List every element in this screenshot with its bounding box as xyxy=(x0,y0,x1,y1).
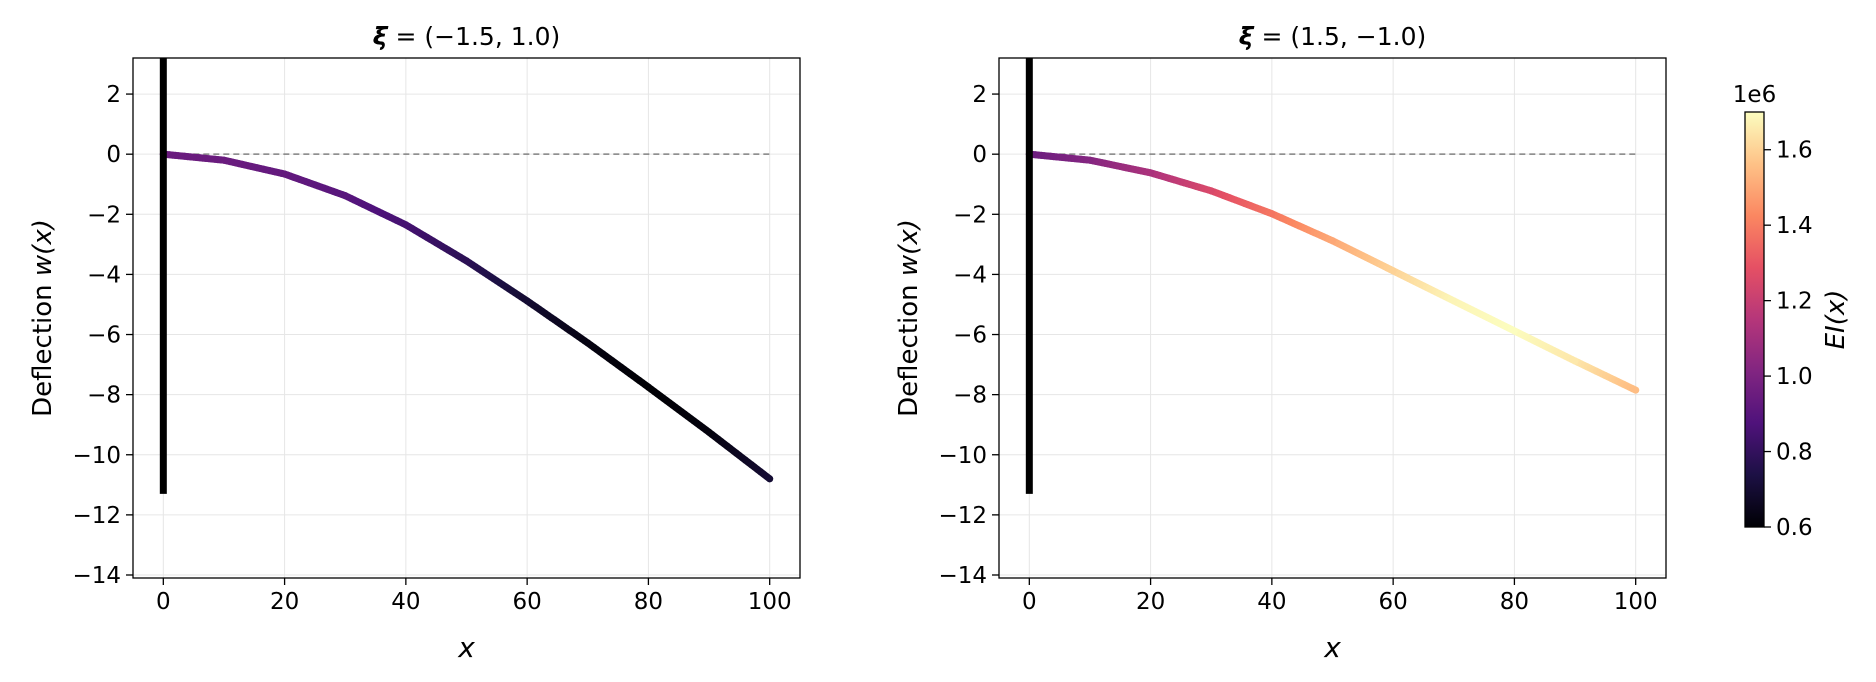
y-tick-label: −2 xyxy=(953,202,987,228)
data-point xyxy=(1632,386,1640,394)
data-point xyxy=(584,339,592,347)
data-point xyxy=(1571,357,1579,365)
y-tick-label: −4 xyxy=(953,262,987,288)
y-tick-label: −6 xyxy=(953,323,987,349)
data-point xyxy=(463,257,470,265)
data-point xyxy=(644,383,652,391)
y-tick-label: −14 xyxy=(938,563,987,589)
data-point xyxy=(523,297,531,305)
plot-area xyxy=(159,58,774,494)
x-axis-label: x xyxy=(457,631,475,664)
chart-title: ξ = (−1.5, 1.0) xyxy=(373,22,561,51)
chart-title: ξ = (1.5, −1.0) xyxy=(1239,22,1427,51)
colorbar-label: EI(x) xyxy=(1821,290,1851,350)
colorbar-tick-label: 1.2 xyxy=(1776,289,1813,315)
y-tick-label: −8 xyxy=(953,383,987,409)
data-point xyxy=(1389,267,1397,275)
y-tick-label: 2 xyxy=(972,82,987,108)
colorbar-tick-label: 1.0 xyxy=(1776,364,1813,390)
data-point xyxy=(1329,237,1336,245)
data-point xyxy=(1086,156,1094,164)
x-tick-label: 20 xyxy=(270,589,299,615)
y-axis-label: Deflection w(x) xyxy=(894,219,924,417)
x-tick-label: 0 xyxy=(1022,589,1037,615)
y-axis-label-math: w(x) xyxy=(28,219,58,276)
x-tick-label: 40 xyxy=(1257,589,1286,615)
y-tick-label: −10 xyxy=(72,443,121,469)
x-tick-label: 60 xyxy=(512,589,541,615)
y-tick-label: −4 xyxy=(87,262,121,288)
colorbar-bar xyxy=(1744,111,1765,528)
x-tick-label: 60 xyxy=(1378,589,1407,615)
y-tick-label: −12 xyxy=(72,503,121,529)
y-tick-label: −10 xyxy=(938,443,987,469)
title-values: = (−1.5, 1.0) xyxy=(388,22,561,51)
y-axis-label-math: w(x) xyxy=(894,219,924,276)
title-values: = (1.5, −1.0) xyxy=(1254,22,1427,51)
data-point xyxy=(705,428,713,436)
axes-frame xyxy=(132,57,801,579)
y-tick-label: 2 xyxy=(106,82,121,108)
title-symbol: ξ xyxy=(373,22,389,51)
data-point xyxy=(220,156,228,164)
y-axis-label-text: Deflection xyxy=(894,276,924,417)
y-tick-label: −6 xyxy=(87,323,121,349)
data-point xyxy=(1147,169,1155,177)
data-point xyxy=(281,170,289,178)
y-tick-label: −14 xyxy=(72,563,121,589)
data-point xyxy=(402,221,410,229)
y-tick-label: 0 xyxy=(972,142,987,168)
deflection-curve xyxy=(159,150,774,483)
data-point xyxy=(1450,297,1458,305)
y-tick-label: −12 xyxy=(938,503,987,529)
x-tick-label: 100 xyxy=(748,589,792,615)
y-tick-label: 0 xyxy=(106,142,121,168)
data-point xyxy=(341,192,349,200)
title-symbol: ξ xyxy=(1239,22,1255,51)
y-axis-label-text: Deflection xyxy=(28,276,58,417)
data-point xyxy=(1268,210,1276,218)
colorbar: 0.6 0.8 1.0 1.2 1.4 1.6 1e6 EI(x) xyxy=(1733,82,1851,541)
axes-frame xyxy=(998,57,1667,579)
x-tick-label: 100 xyxy=(1614,589,1658,615)
colorbar-tick-label: 0.8 xyxy=(1776,440,1813,466)
x-tick-label: 80 xyxy=(1500,589,1529,615)
data-point xyxy=(1510,327,1518,335)
data-point xyxy=(1207,187,1215,195)
colorbar-tick-label: 1.4 xyxy=(1776,213,1813,239)
y-tick-label: −2 xyxy=(87,202,121,228)
x-tick-label: 0 xyxy=(156,589,171,615)
x-tick-label: 40 xyxy=(391,589,420,615)
colorbar-tick-label: 1.6 xyxy=(1776,138,1813,164)
colorbar-tick-label: 0.6 xyxy=(1776,515,1813,541)
deflection-curve xyxy=(1025,150,1640,394)
x-tick-label: 80 xyxy=(634,589,663,615)
x-tick-label: 20 xyxy=(1136,589,1165,615)
data-point xyxy=(766,475,774,483)
plot-area xyxy=(1025,58,1640,494)
colorbar-multiplier: 1e6 xyxy=(1733,82,1776,108)
y-axis-label: Deflection w(x) xyxy=(28,219,58,417)
y-tick-label: −8 xyxy=(87,383,121,409)
x-axis-label: x xyxy=(1323,631,1341,664)
